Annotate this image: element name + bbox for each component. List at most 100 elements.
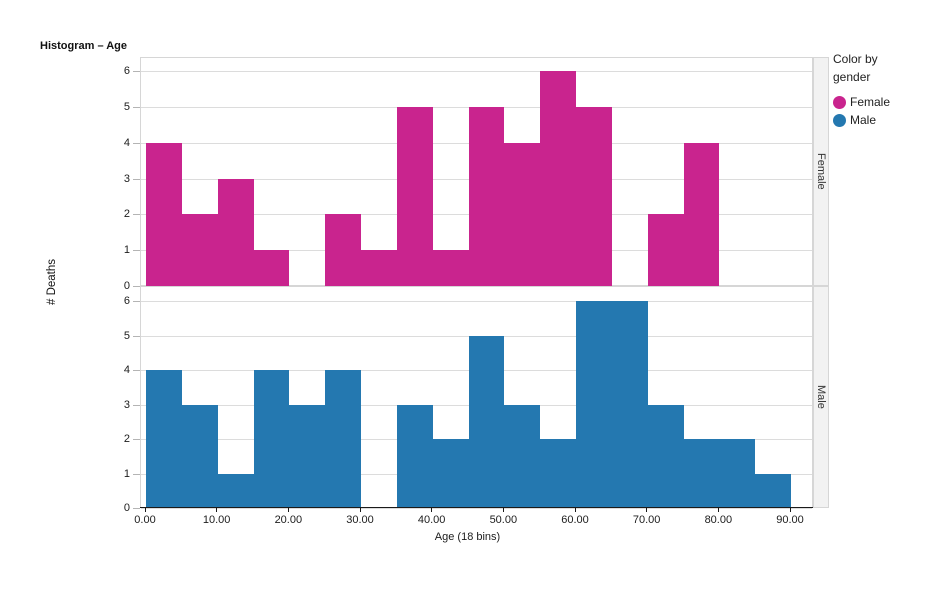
histogram-bar-female-40-45[interactable] (433, 250, 469, 286)
histogram-bar-male-70-75[interactable] (648, 404, 684, 508)
histogram-bar-female-10-15[interactable] (218, 178, 254, 286)
y-tick (133, 250, 140, 252)
x-tick-label: 30.00 (346, 514, 374, 526)
y-tick (133, 178, 140, 180)
facet-strip-male: Male (813, 286, 829, 508)
histogram-bar-female-60-65[interactable] (576, 106, 612, 286)
y-tick-label: 1 (123, 467, 130, 480)
y-tick (133, 214, 140, 216)
y-tick-label: 0 (123, 280, 130, 292)
histogram-bar-male-20-25[interactable] (289, 404, 325, 508)
x-tick-label: 50.00 (489, 514, 518, 526)
histogram-bar-female-55-60[interactable] (540, 71, 576, 286)
histogram-bar-male-0-5[interactable] (146, 370, 182, 508)
female-swatch-icon (833, 95, 846, 109)
histogram-bar-female-70-75[interactable] (648, 214, 684, 286)
y-axis-title[interactable]: # Deaths (46, 258, 58, 306)
x-tick (431, 508, 433, 512)
histogram-bar-male-10-15[interactable] (218, 473, 254, 508)
y-tick (133, 404, 140, 406)
x-tick (287, 508, 289, 512)
histogram-bar-male-40-45[interactable] (433, 439, 469, 508)
x-tick-label: 10.00 (202, 514, 231, 526)
histogram-bar-female-45-50[interactable] (469, 106, 504, 286)
y-tick (133, 286, 140, 287)
legend: Color by gender Female Male (833, 50, 933, 129)
histogram-bar-male-5-10[interactable] (182, 404, 218, 508)
y-tick (133, 508, 140, 509)
histogram-bar-male-45-50[interactable] (469, 335, 504, 508)
chart-title: Histogram – Age (40, 40, 128, 52)
y-tick (133, 301, 140, 302)
legend-item-male[interactable]: Male (833, 111, 933, 129)
histogram-bar-female-0-5[interactable] (146, 142, 182, 286)
legend-item-female-label: Female (850, 95, 891, 109)
histogram-bar-male-65-70[interactable] (612, 301, 648, 508)
x-tick-label: 80.00 (704, 514, 733, 526)
histogram-bar-male-25-30[interactable] (325, 370, 361, 508)
y-tick-label: 3 (123, 172, 130, 185)
y-tick (133, 142, 140, 144)
gridline (141, 301, 812, 302)
y-tick-label: 2 (123, 433, 130, 445)
x-tick-label: 70.00 (632, 514, 661, 526)
histogram-bar-female-75-80[interactable] (684, 142, 719, 286)
y-tick (133, 370, 140, 371)
x-axis-line (140, 507, 813, 508)
y-tick-label: 0 (123, 502, 130, 514)
y-tick (133, 439, 140, 440)
facet-strip-female-label: Female (815, 153, 827, 190)
x-tick (717, 508, 719, 512)
x-tick (502, 508, 504, 512)
y-tick-label: 4 (123, 136, 130, 149)
histogram-bar-female-35-40[interactable] (397, 106, 433, 286)
histogram-bar-male-35-40[interactable] (397, 404, 433, 508)
trellis-panels: 0 1 2 3 4 5 6 0 1 2 3 4 5 6 (124, 57, 813, 514)
gridline (141, 508, 812, 509)
y-tick-label: 6 (123, 65, 130, 77)
legend-title-line-1: Color by (833, 52, 878, 66)
panel-male: 0 1 2 3 4 5 6 (124, 286, 813, 514)
gridline (141, 71, 812, 72)
histogram-bar-male-50-55[interactable] (504, 404, 540, 508)
x-tick (216, 508, 218, 512)
male-swatch-icon (833, 113, 846, 127)
facet-strip-male-label: Male (815, 385, 827, 409)
x-tick (646, 508, 648, 512)
histogram-bar-male-15-20[interactable] (254, 370, 289, 508)
y-tick-label: 5 (123, 329, 130, 342)
legend-title-line-2: gender (833, 70, 871, 84)
y-tick-label: 6 (123, 295, 130, 307)
legend-item-female[interactable]: Female (833, 93, 933, 111)
x-tick (359, 508, 361, 512)
y-tick (133, 473, 140, 475)
histogram-bar-male-80-85[interactable] (719, 439, 755, 508)
x-tick-label: 40.00 (417, 514, 446, 526)
histogram-bar-female-50-55[interactable] (504, 142, 540, 286)
histogram-bar-male-55-60[interactable] (540, 439, 576, 508)
legend-items: Female Male (833, 93, 933, 129)
histogram-bar-female-30-35[interactable] (361, 250, 397, 286)
y-tick-label: 1 (123, 244, 130, 257)
x-tick-label: 60.00 (561, 514, 589, 526)
panel-female: 0 1 2 3 4 5 6 (124, 57, 813, 292)
y-tick (133, 71, 140, 72)
legend-item-male-label: Male (850, 113, 877, 127)
histogram-bar-male-85-90[interactable] (755, 473, 791, 508)
x-axis: Age (18 bins) 0.00 10.00 20.00 30.00 40.00 50… (134, 507, 813, 557)
x-tick (789, 508, 791, 512)
y-tick-label: 3 (123, 398, 130, 411)
histogram-bar-female-15-20[interactable] (254, 250, 289, 286)
histogram-bar-female-5-10[interactable] (182, 214, 218, 286)
x-tick (574, 508, 576, 512)
y-tick-label: 5 (123, 100, 130, 113)
x-axis-title[interactable]: Age (18 bins) (434, 531, 501, 543)
x-tick-label: 20.00 (274, 514, 303, 526)
x-tick-label: 90.00 (776, 514, 804, 526)
y-tick (133, 106, 140, 108)
histogram-bar-female-25-30[interactable] (325, 214, 361, 286)
histogram-bar-male-75-80[interactable] (684, 439, 719, 508)
histogram-bar-male-60-65[interactable] (576, 301, 612, 508)
x-tick-label: 0.00 (134, 514, 156, 526)
